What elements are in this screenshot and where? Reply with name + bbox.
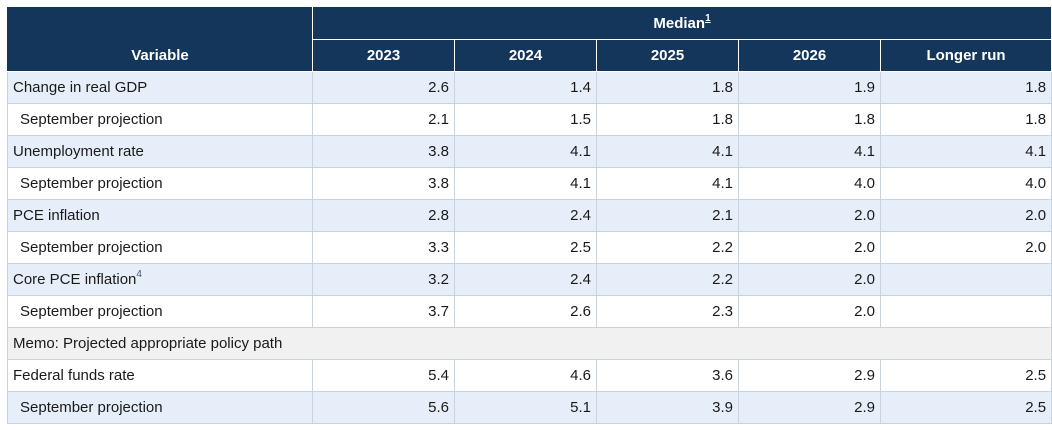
projections-table-container: Variable Median1 2023 2024 2025 2026 Lon…: [6, 6, 1052, 424]
table-cell: 2.9: [738, 391, 881, 424]
table-cell: 5.4: [312, 359, 455, 392]
table-header: Variable Median1 2023 2024 2025 2026 Lon…: [7, 6, 1052, 72]
memo-row: Memo: Projected appropriate policy path: [6, 327, 1052, 360]
row-label: September projection: [7, 391, 313, 424]
table-cell: 5.6: [312, 391, 455, 424]
table-cell: [879, 263, 1052, 296]
table-cell: 4.1: [454, 135, 597, 168]
column-header-2024: 2024: [454, 39, 597, 72]
row-label-cell: Core PCE inflation4: [7, 263, 313, 296]
column-header-longer-run: Longer run: [879, 39, 1052, 72]
header-row-group: Variable Median1: [7, 6, 1052, 72]
table-cell: 4.0: [879, 167, 1052, 200]
table-cell: 4.1: [879, 135, 1052, 168]
table-cell: 1.8: [738, 103, 881, 136]
table-cell: 1.8: [596, 103, 739, 136]
table-cell: 3.8: [312, 135, 455, 168]
table-cell: 3.8: [312, 167, 455, 200]
row-label: September projection: [7, 103, 313, 136]
column-header-2026: 2026: [738, 39, 881, 72]
table-cell: 2.0: [738, 263, 881, 296]
table-cell: 2.1: [312, 103, 455, 136]
table-row: September projection 3.3 2.5 2.2 2.0 2.0: [7, 231, 1052, 264]
memo-label: Memo: Projected appropriate policy path: [6, 327, 1052, 360]
row-label: Core PCE inflation: [13, 271, 137, 288]
table-row: Federal funds rate 5.4 4.6 3.6 2.9 2.5: [7, 359, 1052, 392]
table-cell: 2.4: [454, 263, 597, 296]
table-cell: 1.4: [454, 71, 597, 104]
table-cell: 4.1: [596, 135, 739, 168]
column-header-2025: 2025: [596, 39, 739, 72]
column-header-2023: 2023: [312, 39, 455, 72]
table-cell: 3.3: [312, 231, 455, 264]
table-cell: 3.6: [596, 359, 739, 392]
median-footnote-link[interactable]: 1: [705, 12, 711, 24]
row-label: PCE inflation: [7, 199, 313, 232]
table-cell: 2.9: [738, 359, 881, 392]
table-cell: 2.5: [879, 391, 1052, 424]
table-row: September projection 2.1 1.5 1.8 1.8 1.8: [7, 103, 1052, 136]
table-cell: 1.9: [738, 71, 881, 104]
row-label: September projection: [7, 295, 313, 328]
table-cell: 2.0: [738, 199, 881, 232]
table-cell: 2.0: [738, 295, 881, 328]
table-row: September projection 5.6 5.1 3.9 2.9 2.5: [7, 391, 1052, 424]
row-label: Unemployment rate: [7, 135, 313, 168]
table-cell: 4.6: [454, 359, 597, 392]
table-row: September projection 3.8 4.1 4.1 4.0 4.0: [7, 167, 1052, 200]
table-cell: 2.6: [312, 71, 455, 104]
header-row-years: 2023 2024 2025 2026 Longer run: [8, 39, 1052, 72]
table-row: Change in real GDP 2.6 1.4 1.8 1.9 1.8: [7, 71, 1052, 104]
table-cell: 4.0: [738, 167, 881, 200]
row-label: September projection: [7, 231, 313, 264]
table-cell: 2.6: [454, 295, 597, 328]
table-cell: [879, 295, 1052, 328]
median-label: Median: [653, 14, 706, 32]
table-cell: 4.1: [738, 135, 881, 168]
table-row: Core PCE inflation4 3.2 2.4 2.2 2.0: [7, 263, 1052, 296]
table-cell: 2.2: [596, 263, 739, 296]
table-row: Unemployment rate 3.8 4.1 4.1 4.1 4.1: [7, 135, 1052, 168]
table-cell: 4.1: [596, 167, 739, 200]
variable-column-header: Variable: [7, 6, 313, 72]
table-cell: 1.8: [879, 71, 1052, 104]
table-cell: 1.5: [454, 103, 597, 136]
table-cell: 2.0: [879, 231, 1052, 264]
table-cell: 1.8: [879, 103, 1052, 136]
table-cell: 2.8: [312, 199, 455, 232]
table-cell: 2.3: [596, 295, 739, 328]
table-cell: 3.9: [596, 391, 739, 424]
median-group-header: Median1: [311, 6, 1052, 40]
table-cell: 2.2: [596, 231, 739, 264]
table-row: PCE inflation 2.8 2.4 2.1 2.0 2.0: [7, 199, 1052, 232]
table-body: Change in real GDP 2.6 1.4 1.8 1.9 1.8 S…: [6, 71, 1052, 424]
table-cell: 2.1: [596, 199, 739, 232]
economic-projections-table: Variable Median1 2023 2024 2025 2026 Lon…: [6, 6, 1052, 424]
table-cell: 2.0: [738, 231, 881, 264]
row-footnote-link[interactable]: 4: [136, 269, 142, 280]
table-cell: 1.8: [596, 71, 739, 104]
table-cell: 3.7: [312, 295, 455, 328]
table-cell: 3.2: [312, 263, 455, 296]
row-label: Federal funds rate: [7, 359, 313, 392]
table-cell: 2.0: [879, 199, 1052, 232]
table-cell: 2.5: [879, 359, 1052, 392]
row-label: Change in real GDP: [7, 71, 313, 104]
table-cell: 2.5: [454, 231, 597, 264]
table-cell: 5.1: [454, 391, 597, 424]
table-cell: 4.1: [454, 167, 597, 200]
table-row: September projection 3.7 2.6 2.3 2.0: [7, 295, 1052, 328]
table-cell: 2.4: [454, 199, 597, 232]
row-label: September projection: [7, 167, 313, 200]
